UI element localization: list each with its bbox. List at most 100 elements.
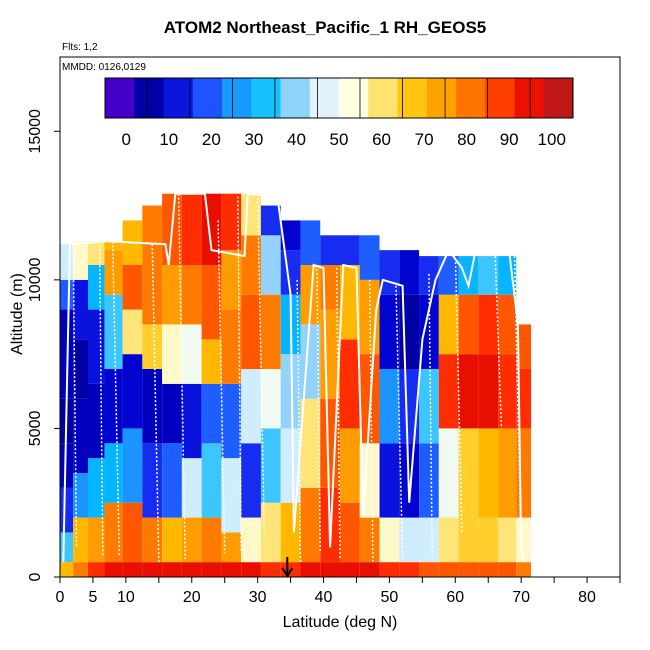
rh-cell: [498, 428, 517, 518]
rh-cell: [201, 383, 222, 444]
rh-cell: [260, 428, 281, 503]
rh-cell: [142, 205, 163, 265]
rh-cell: [88, 458, 105, 518]
rh-cell: [122, 502, 143, 563]
x-tick-label: 70: [512, 589, 530, 606]
rh-cell: [340, 265, 360, 340]
colorbar-segment: [192, 78, 223, 118]
rh-cell: [181, 265, 202, 325]
rh-cell: [399, 250, 420, 295]
rh-cell: [162, 383, 182, 444]
rh-cell: [221, 309, 242, 384]
rh-cell: [399, 517, 420, 563]
descent-profile-line: [428, 273, 433, 557]
rh-cell: [142, 562, 163, 577]
rh-cell: [241, 294, 261, 369]
colorbar-segment: [163, 78, 194, 118]
rh-cell: [241, 443, 261, 518]
rh-cell: [241, 235, 261, 295]
descent-profile-line: [368, 279, 374, 563]
rh-cell: [162, 443, 182, 518]
rh-cell: [122, 309, 143, 355]
rh-cell: [201, 443, 222, 518]
colorbar-segment: [426, 78, 457, 118]
arrow-marker-head: [281, 567, 294, 578]
rh-cell: [340, 235, 360, 265]
rh-cell: [201, 517, 222, 563]
x-tick-label: 60: [446, 589, 464, 606]
rh-cell: [181, 193, 202, 265]
rh-cell: [88, 309, 105, 384]
colorbar-segment: [543, 78, 574, 118]
rh-cell: [60, 443, 74, 488]
rh-cell: [359, 517, 380, 563]
rh-cell: [280, 502, 301, 563]
rh-cell: [104, 562, 123, 577]
rh-cell: [104, 250, 123, 295]
rh-cell: [73, 473, 88, 518]
x-tick-label: 30: [249, 589, 267, 606]
rh-cell: [73, 562, 88, 577]
rh-cell: [399, 369, 420, 444]
x-tick-label: 50: [381, 589, 399, 606]
colorbar-tick-label: 40: [287, 130, 306, 149]
x-tick-label: 10: [117, 589, 135, 606]
rh-cell: [73, 517, 88, 563]
rh-cell: [60, 244, 74, 280]
rh-cell: [379, 250, 400, 295]
rh-cell: [399, 562, 420, 577]
rh-cell: [122, 354, 143, 429]
rh-cell: [438, 256, 459, 295]
descent-profile-line: [177, 193, 186, 560]
colorbar-tick-label: 0: [122, 130, 131, 149]
rh-cell: [260, 369, 281, 429]
y-tick-label: 15000: [27, 109, 44, 154]
rh-cell: [379, 562, 400, 577]
descent-profile-line: [296, 279, 302, 563]
rh-cell: [359, 235, 380, 280]
descent-profile-line: [494, 244, 503, 429]
colorbar-tick-label: 100: [538, 130, 566, 149]
rh-cell: [221, 532, 242, 563]
descent-profile-line: [513, 256, 522, 554]
rh-cell: [478, 256, 499, 295]
rh-cell: [379, 443, 400, 518]
colorbar-segment: [456, 78, 486, 118]
rh-cell: [498, 354, 517, 429]
rh-cell: [438, 562, 459, 577]
rh-cell: [458, 428, 479, 518]
rh-cell: [300, 487, 321, 563]
chart-title: ATOM2 Northeast_Pacific_1 RH_GEOS5: [163, 18, 487, 37]
rh-cell: [300, 220, 321, 265]
rh-cell: [181, 517, 202, 563]
rh-cell: [516, 562, 532, 577]
rh-cell: [438, 428, 459, 518]
colorbar-tick-label: 20: [202, 130, 221, 149]
rh-cell: [260, 294, 281, 369]
rh-cell: [181, 324, 202, 384]
y-tick-label: 5000: [27, 411, 44, 447]
rh-cell: [122, 265, 143, 310]
colorbar-tick-label: 90: [500, 130, 519, 149]
rh-cell: [221, 250, 242, 310]
colorbar-segment: [514, 78, 545, 118]
rh-cell: [340, 339, 360, 429]
colorbar-segment: [339, 78, 369, 118]
rh-cell: [221, 193, 242, 251]
rh-cell: [104, 369, 123, 444]
rh-cell: [458, 517, 479, 563]
rh-cell: [458, 256, 479, 295]
colorbar-tick-label: 10: [159, 130, 178, 149]
rh-cell: [379, 369, 400, 444]
colorbar-tick-label: 60: [372, 130, 391, 149]
rh-cell: [60, 309, 74, 399]
rh-cell: [280, 428, 301, 503]
x-tick-label: 0: [56, 589, 65, 606]
rh-cell: [221, 562, 242, 577]
descent-profile-line: [98, 241, 104, 557]
colorbar-tick-label: 80: [457, 130, 476, 149]
x-tick-label: 5: [88, 589, 97, 606]
rh-cell: [340, 428, 360, 503]
rh-cell: [516, 324, 532, 369]
